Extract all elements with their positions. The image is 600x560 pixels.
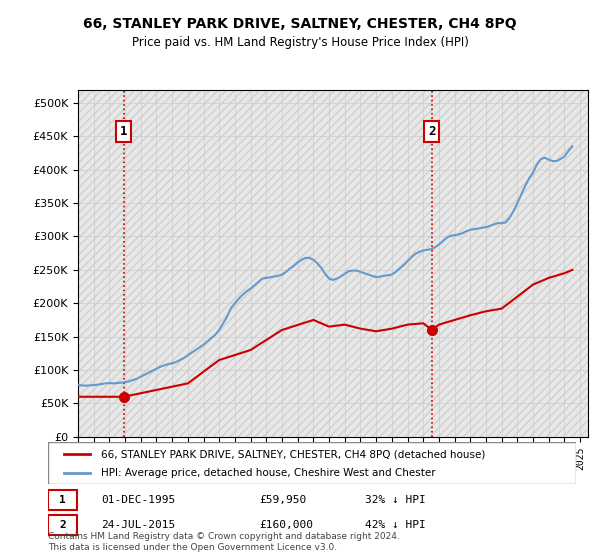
Text: 42% ↓ HPI: 42% ↓ HPI [365,520,425,530]
Text: Price paid vs. HM Land Registry's House Price Index (HPI): Price paid vs. HM Land Registry's House … [131,36,469,49]
Text: 66, STANLEY PARK DRIVE, SALTNEY, CHESTER, CH4 8PQ (detached house): 66, STANLEY PARK DRIVE, SALTNEY, CHESTER… [101,449,485,459]
Text: 01-DEC-1995: 01-DEC-1995 [101,495,175,505]
Text: 1: 1 [120,125,128,138]
Text: 1: 1 [59,495,65,505]
FancyBboxPatch shape [48,515,77,535]
FancyBboxPatch shape [48,442,576,484]
Text: £160,000: £160,000 [259,520,313,530]
Text: 32% ↓ HPI: 32% ↓ HPI [365,495,425,505]
Text: 2: 2 [59,520,65,530]
Text: HPI: Average price, detached house, Cheshire West and Chester: HPI: Average price, detached house, Ches… [101,468,436,478]
Text: £59,950: £59,950 [259,495,307,505]
Text: 24-JUL-2015: 24-JUL-2015 [101,520,175,530]
Text: 66, STANLEY PARK DRIVE, SALTNEY, CHESTER, CH4 8PQ: 66, STANLEY PARK DRIVE, SALTNEY, CHESTER… [83,17,517,31]
Text: 2: 2 [428,125,436,138]
Text: Contains HM Land Registry data © Crown copyright and database right 2024.
This d: Contains HM Land Registry data © Crown c… [48,532,400,552]
FancyBboxPatch shape [48,489,77,510]
